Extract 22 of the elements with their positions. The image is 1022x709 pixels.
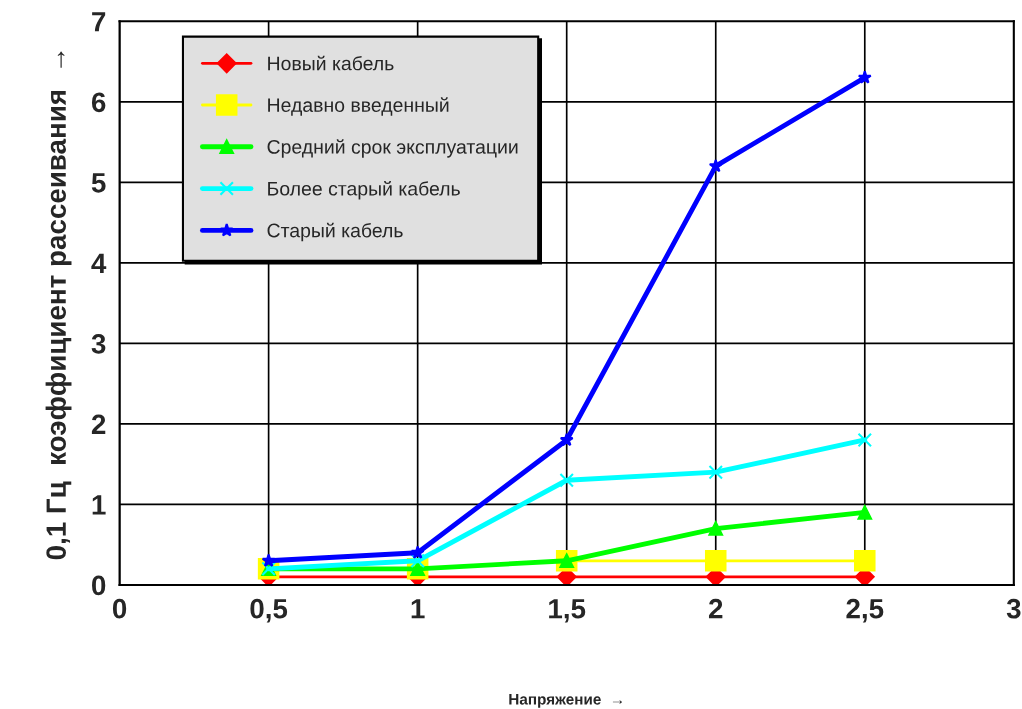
x-tick-label: 2 xyxy=(708,598,723,619)
y-tick-label: 6 xyxy=(91,92,106,113)
x-tick-label: 2,5 xyxy=(846,598,884,623)
x-tick-label: 0 xyxy=(112,598,127,619)
x-tick-label: 0,5 xyxy=(250,598,288,623)
y-tick-label: 0 xyxy=(92,575,106,596)
legend-label: Новый кабель xyxy=(268,55,394,71)
x-tick-label: 1,5 xyxy=(549,599,586,623)
y-tick-label: 2 xyxy=(91,414,106,434)
y-tick-label: 1 xyxy=(92,495,106,515)
x-axis-title: Напряжение → xyxy=(509,694,622,708)
x-tick-label: 1 xyxy=(411,599,425,619)
y-axis-title: 0,1 Гц коэффициент рассеивания → xyxy=(45,51,72,560)
legend-label: Более старый кабель xyxy=(268,180,460,200)
y-tick-label: 7 xyxy=(92,12,106,32)
y-tick-label: 4 xyxy=(91,253,107,273)
legend-label: Старый кабель xyxy=(267,222,403,242)
y-tick-label: 3 xyxy=(91,334,106,354)
y-tick-label: 5 xyxy=(91,173,106,193)
x-tick-label: 3 xyxy=(1006,598,1021,619)
legend-label: Средний срок эксплуатации xyxy=(267,139,518,158)
legend-label: Недавно введенный xyxy=(268,97,449,116)
